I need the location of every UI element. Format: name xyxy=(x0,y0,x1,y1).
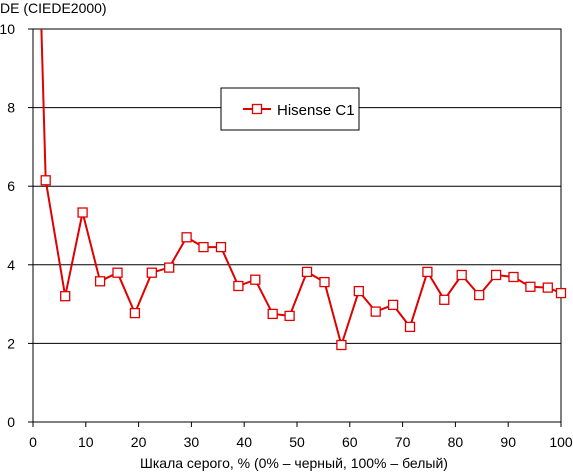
data-point xyxy=(490,269,502,281)
data-point xyxy=(181,232,192,243)
data-point xyxy=(404,321,416,333)
data-point xyxy=(525,281,536,292)
y-tick-labels: 0 2 4 6 8 10 xyxy=(0,21,15,430)
data-point xyxy=(284,310,295,322)
data-point xyxy=(77,207,88,218)
data-point xyxy=(250,274,261,285)
x-tick-label-90: 90 xyxy=(500,434,516,450)
data-point xyxy=(474,289,485,301)
y-tick-label-8: 8 xyxy=(7,100,15,116)
data-point xyxy=(422,266,433,278)
data-point xyxy=(336,339,347,351)
y-tick-label-6: 6 xyxy=(7,178,15,194)
x-tick-label-100: 100 xyxy=(549,434,573,450)
x-tick-label-50: 50 xyxy=(289,434,305,450)
y-tick-label-4: 4 xyxy=(7,257,15,273)
y-tick-label-10: 10 xyxy=(0,21,15,37)
x-tick-label-80: 80 xyxy=(448,434,464,450)
legend-marker-swatch xyxy=(251,103,263,115)
data-point xyxy=(439,294,450,305)
data-point xyxy=(94,276,106,287)
data-point xyxy=(508,271,519,283)
y-axis-label: DE (CIEDE2000) xyxy=(0,0,107,16)
data-point xyxy=(542,282,553,293)
series-0 xyxy=(40,28,567,351)
data-point xyxy=(215,241,227,253)
data-point xyxy=(387,299,399,311)
data-point xyxy=(370,306,381,317)
data-point xyxy=(164,262,175,273)
plot-area xyxy=(28,28,562,427)
data-point xyxy=(233,280,244,292)
data-point xyxy=(146,267,157,278)
x-axis-label: Шкала серого, % (0% – черный, 100% – бел… xyxy=(140,455,448,471)
legend: Hisense C1 xyxy=(220,87,360,131)
x-tick-label-70: 70 xyxy=(395,434,411,450)
data-point xyxy=(456,269,467,281)
data-point xyxy=(198,241,209,253)
x-tick-label-0: 0 xyxy=(29,434,37,450)
x-tick-label-10: 10 xyxy=(78,434,94,450)
x-tick-labels: 0 10 20 30 40 50 60 70 80 90 100 xyxy=(29,434,573,450)
data-point xyxy=(40,175,51,186)
data-point xyxy=(129,307,141,319)
legend-entry-label: Hisense C1 xyxy=(277,102,355,119)
data-point xyxy=(319,276,330,288)
data-point xyxy=(60,291,71,302)
data-point xyxy=(353,285,364,297)
y-tick-label-2: 2 xyxy=(7,335,15,351)
data-point xyxy=(267,308,278,320)
x-tick-label-20: 20 xyxy=(131,434,147,450)
data-point xyxy=(555,287,567,299)
data-point xyxy=(301,266,313,278)
data-point xyxy=(112,267,123,278)
grid-lines xyxy=(33,107,561,344)
x-tick-label-40: 40 xyxy=(236,434,252,450)
x-tick-label-60: 60 xyxy=(342,434,358,450)
series-layer xyxy=(40,28,567,351)
y-tick-label-0: 0 xyxy=(7,414,15,430)
x-tick-label-30: 30 xyxy=(184,434,200,450)
